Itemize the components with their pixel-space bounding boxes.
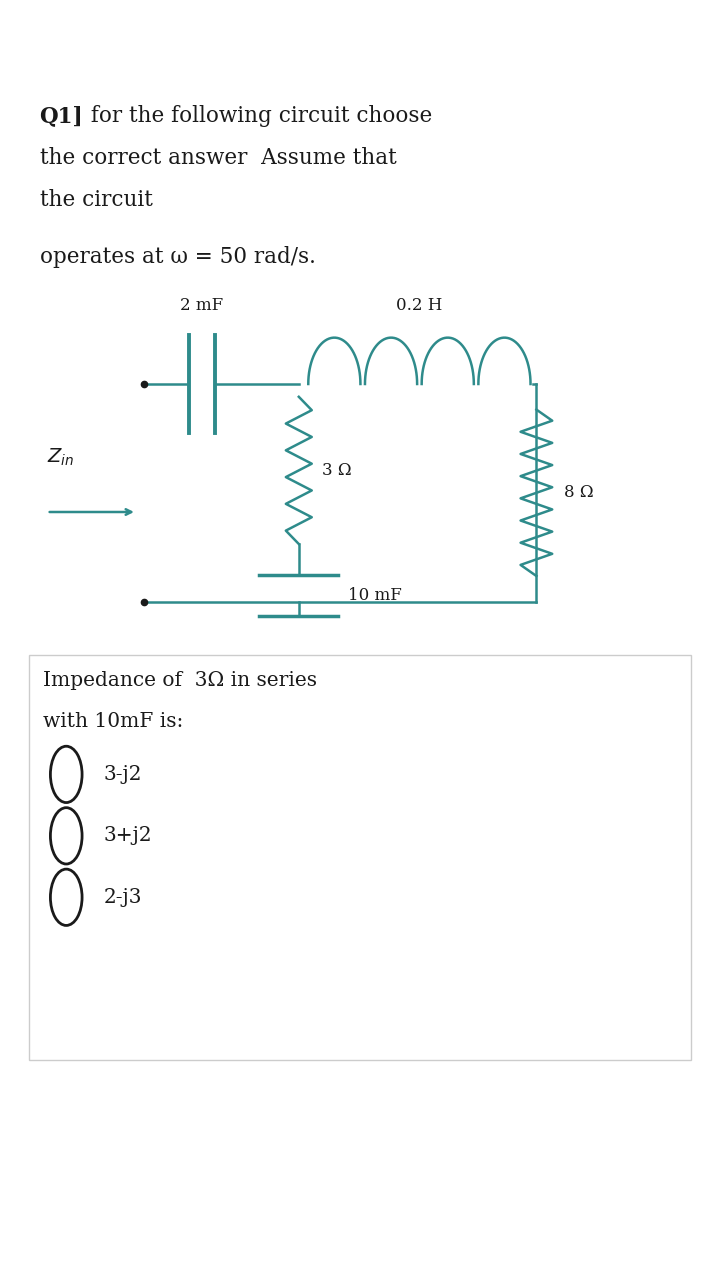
Text: 2 mF: 2 mF xyxy=(180,297,223,314)
Text: $\mathit{Z}_{in}$: $\mathit{Z}_{in}$ xyxy=(47,447,74,467)
Text: operates at ω = 50 rad/s.: operates at ω = 50 rad/s. xyxy=(40,246,315,268)
Text: Q1]: Q1] xyxy=(40,105,84,127)
Text: 8 Ω: 8 Ω xyxy=(564,484,593,502)
Text: 2-j3: 2-j3 xyxy=(104,888,142,906)
Text: with 10mF is:: with 10mF is: xyxy=(43,712,184,731)
Text: for the following circuit choose: for the following circuit choose xyxy=(84,105,433,127)
FancyBboxPatch shape xyxy=(29,655,691,1060)
Text: 10 mF: 10 mF xyxy=(348,586,402,604)
Text: Impedance of  3Ω in series: Impedance of 3Ω in series xyxy=(43,671,318,690)
Text: 0.2 H: 0.2 H xyxy=(396,297,443,314)
Text: 3 Ω: 3 Ω xyxy=(322,462,351,479)
Text: 3-j2: 3-j2 xyxy=(104,765,142,783)
Text: the correct answer  Assume that: the correct answer Assume that xyxy=(40,147,396,169)
Text: 3+j2: 3+j2 xyxy=(104,827,153,845)
Text: the circuit: the circuit xyxy=(40,189,153,211)
